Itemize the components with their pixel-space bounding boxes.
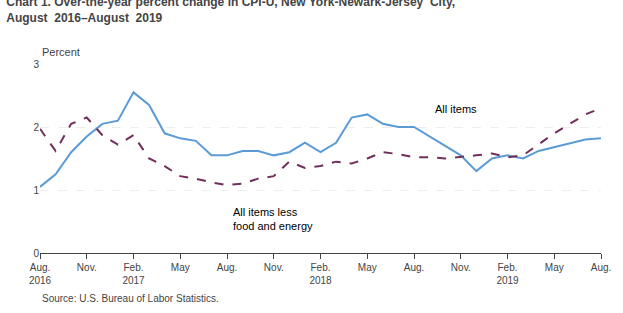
svg-text:0: 0 — [33, 248, 39, 259]
svg-text:1: 1 — [33, 185, 39, 196]
svg-text:May: May — [171, 262, 190, 273]
svg-text:3: 3 — [33, 59, 39, 70]
svg-text:Chart 1. Over-the-year percent: Chart 1. Over-the-year percent change in… — [6, 0, 455, 25]
svg-text:Nov.: Nov. — [451, 262, 471, 273]
svg-text:All items lessfood and energy: All items lessfood and energy — [233, 206, 313, 232]
svg-text:Feb.2019: Feb.2019 — [496, 262, 519, 286]
svg-text:Aug.: Aug. — [591, 262, 612, 273]
svg-text:Aug.: Aug. — [217, 262, 238, 273]
svg-text:All items: All items — [435, 103, 477, 115]
svg-text:Nov.: Nov. — [264, 262, 284, 273]
svg-text:Feb.2018: Feb.2018 — [309, 262, 332, 286]
svg-text:Aug.2016: Aug.2016 — [29, 262, 52, 286]
svg-text:2: 2 — [33, 122, 39, 133]
svg-text:May: May — [545, 262, 564, 273]
svg-text:Nov.: Nov. — [77, 262, 97, 273]
svg-text:Percent: Percent — [42, 46, 80, 58]
svg-text:May: May — [358, 262, 377, 273]
svg-text:Aug.: Aug. — [404, 262, 425, 273]
svg-text:Feb.2017: Feb.2017 — [122, 262, 145, 286]
svg-text:Source: U.S. Bureau of Labor S: Source: U.S. Bureau of Labor Statistics. — [42, 293, 219, 304]
